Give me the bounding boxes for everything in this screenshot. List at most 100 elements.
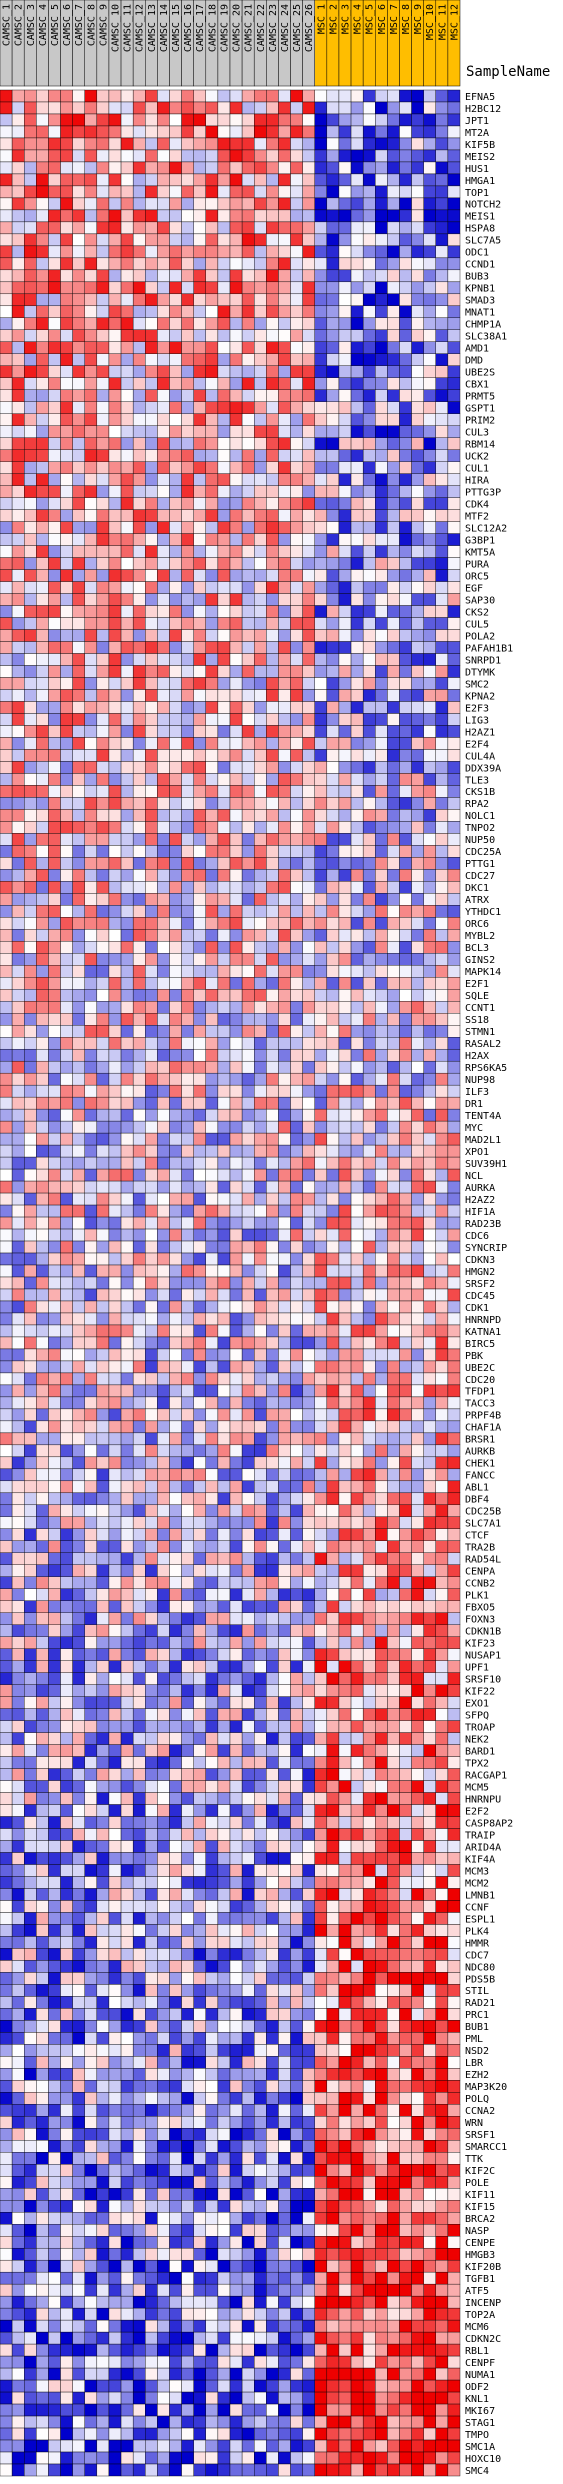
- heatmap-cell: [387, 1552, 400, 1565]
- heatmap-cell: [423, 893, 436, 906]
- heatmap-cell: [84, 1300, 98, 1314]
- column-label: CAMSC_1: [2, 4, 13, 46]
- heatmap-cell: [241, 137, 255, 151]
- heatmap-cell: [241, 797, 255, 810]
- heatmap-cell: [350, 989, 364, 1002]
- heatmap-cell: [132, 1612, 146, 1625]
- heatmap-cell: [72, 1120, 85, 1134]
- heatmap-cell: [362, 269, 376, 283]
- heatmap-cell: [60, 1600, 73, 1613]
- heatmap-cell: [387, 749, 400, 762]
- heatmap-cell: [326, 1624, 340, 1637]
- heatmap-cell: [387, 461, 400, 474]
- heatmap-cell: [423, 401, 436, 414]
- heatmap-cell: [181, 773, 194, 786]
- heatmap-cell: [217, 629, 231, 642]
- heatmap-cell: [387, 1168, 400, 1182]
- heatmap-cell: [60, 977, 73, 990]
- heatmap-cell: [326, 1396, 340, 1410]
- heatmap-cell: [326, 401, 340, 414]
- heatmap-cell: [108, 917, 122, 930]
- heatmap-cell: [423, 953, 436, 966]
- heatmap-cell: [302, 581, 315, 594]
- heatmap-cell: [266, 569, 279, 582]
- heatmap-cell: [145, 1576, 158, 1589]
- heatmap-cell: [375, 1192, 388, 1206]
- heatmap-cell: [314, 809, 328, 822]
- heatmap-cell: [0, 1504, 13, 1518]
- heatmap-cell: [36, 185, 49, 199]
- heatmap-cell: [302, 1432, 315, 1446]
- heatmap-cell: [36, 161, 49, 175]
- heatmap-cell: [181, 1048, 194, 1062]
- heatmap-cell: [375, 1624, 388, 1637]
- heatmap-cell: [447, 1276, 461, 1290]
- heatmap-cell: [181, 1360, 194, 1374]
- heatmap-cell: [169, 1624, 182, 1637]
- heatmap-cell: [302, 941, 315, 954]
- heatmap-cell: [375, 533, 388, 546]
- heatmap-cell: [48, 857, 61, 870]
- heatmap-cell: [290, 269, 303, 283]
- heatmap-cell: [350, 161, 364, 175]
- heatmap-cell: [290, 1360, 303, 1374]
- heatmap-cell: [435, 521, 449, 534]
- heatmap-cell: [241, 1336, 255, 1350]
- heatmap-cell: [399, 1180, 412, 1194]
- heatmap-cell: [350, 1180, 364, 1194]
- heatmap-cell: [338, 1336, 352, 1350]
- heatmap-cell: [132, 617, 146, 630]
- heatmap-cell: [387, 1360, 400, 1374]
- heatmap-cell: [72, 629, 85, 642]
- heatmap-cell: [338, 533, 352, 546]
- heatmap-cell: [254, 1120, 267, 1134]
- heatmap-cell: [181, 389, 194, 402]
- heatmap-cell: [108, 1540, 122, 1553]
- heatmap-cell: [0, 929, 13, 942]
- heatmap-cell: [60, 1336, 73, 1350]
- heatmap-cell: [387, 569, 400, 582]
- heatmap-cell: [205, 1025, 219, 1038]
- heatmap-cell: [387, 1096, 400, 1110]
- heatmap-cell: [290, 317, 303, 330]
- heatmap-cell: [11, 293, 25, 307]
- heatmap-cell: [120, 89, 134, 103]
- heatmap-cell: [0, 1372, 13, 1386]
- heatmap-cell: [217, 953, 231, 966]
- heatmap-cell: [84, 161, 98, 175]
- heatmap-cell: [193, 977, 206, 990]
- heatmap-cell: [278, 1348, 291, 1362]
- heatmap-cell: [375, 401, 388, 414]
- heatmap-cell: [435, 857, 449, 870]
- heatmap-cell: [278, 365, 291, 378]
- heatmap-cell: [435, 305, 449, 319]
- heatmap-cell: [169, 137, 182, 151]
- heatmap-cell: [435, 1432, 449, 1446]
- heatmap-cell: [338, 1204, 352, 1218]
- heatmap-cell: [36, 509, 49, 522]
- heatmap-cell: [399, 581, 412, 594]
- heatmap-cell: [411, 1300, 424, 1314]
- heatmap-cell: [205, 881, 219, 894]
- heatmap-cell: [48, 1013, 61, 1026]
- heatmap-cell: [447, 845, 461, 858]
- heatmap-cell: [254, 605, 267, 618]
- heatmap-cell: [132, 341, 146, 354]
- heatmap-cell: [24, 221, 37, 235]
- heatmap-cell: [157, 293, 170, 307]
- heatmap-cell: [387, 1456, 400, 1470]
- heatmap-cell: [132, 353, 146, 366]
- heatmap-cell: [326, 857, 340, 870]
- heatmap-cell: [423, 869, 436, 882]
- heatmap-cell: [11, 281, 25, 295]
- heatmap-cell: [205, 1192, 219, 1206]
- heatmap-cell: [108, 569, 122, 582]
- heatmap-cell: [132, 953, 146, 966]
- heatmap-cell: [435, 665, 449, 678]
- heatmap-cell: [326, 905, 340, 918]
- heatmap-cell: [411, 557, 424, 570]
- heatmap-cell: [338, 857, 352, 870]
- heatmap-cell: [266, 113, 279, 127]
- heatmap-cell: [302, 569, 315, 582]
- heatmap-cell: [205, 305, 219, 319]
